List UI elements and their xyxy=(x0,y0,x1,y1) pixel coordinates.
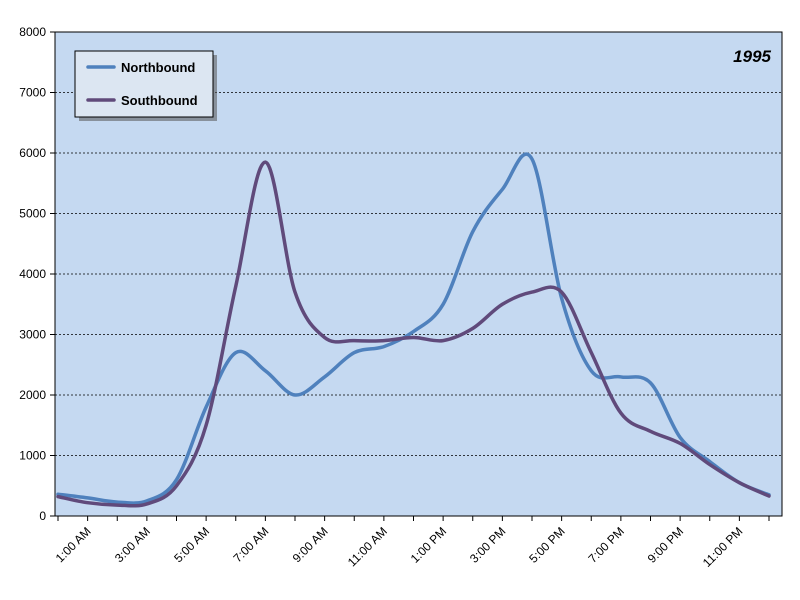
series-lines xyxy=(56,152,771,508)
series-line-southbound xyxy=(56,160,771,508)
y-tick-label: 5000 xyxy=(19,207,46,221)
y-tick-label: 6000 xyxy=(19,146,46,160)
x-tick-label: 7:00 AM xyxy=(230,524,271,565)
x-tick-label: 7:00 PM xyxy=(585,524,627,566)
x-tick-label: 9:00 AM xyxy=(290,524,331,565)
x-tick-label: 11:00 PM xyxy=(700,524,746,570)
y-tick-label: 3000 xyxy=(19,328,46,342)
y-tick-label: 8000 xyxy=(19,25,46,39)
y-tick-label: 7000 xyxy=(19,86,46,100)
legend: Northbound Southbound xyxy=(74,50,217,121)
legend-label-southbound: Southbound xyxy=(121,93,198,108)
series-line-northbound xyxy=(56,152,771,505)
x-tick-label: 3:00 AM xyxy=(112,524,153,565)
x-axis: 1:00 AM 3:00 AM 5:00 AM 7:00 AM 9:00 AM 11:00… xyxy=(53,516,770,570)
y-tick-label: 1000 xyxy=(19,449,46,463)
x-tick-label: 11:00 AM xyxy=(345,524,390,569)
y-tick-label: 2000 xyxy=(19,388,46,402)
x-tick-label: 3:00 PM xyxy=(467,524,509,566)
x-tick-label: 9:00 PM xyxy=(645,524,687,566)
x-tick-label: 5:00 AM xyxy=(171,524,212,565)
y-tick-label: 0 xyxy=(39,509,46,523)
y-axis: 0 1000 2000 3000 4000 5000 6000 7000 8000 xyxy=(19,25,55,523)
x-tick-label: 1:00 AM xyxy=(53,524,94,565)
y-tick-label: 4000 xyxy=(19,267,46,281)
legend-label-northbound: Northbound xyxy=(121,60,195,75)
legend-box xyxy=(74,50,214,118)
x-tick-label: 1:00 PM xyxy=(408,524,450,566)
chart-annotation: 1995 xyxy=(733,47,771,66)
x-tick-label: 5:00 PM xyxy=(526,524,568,566)
